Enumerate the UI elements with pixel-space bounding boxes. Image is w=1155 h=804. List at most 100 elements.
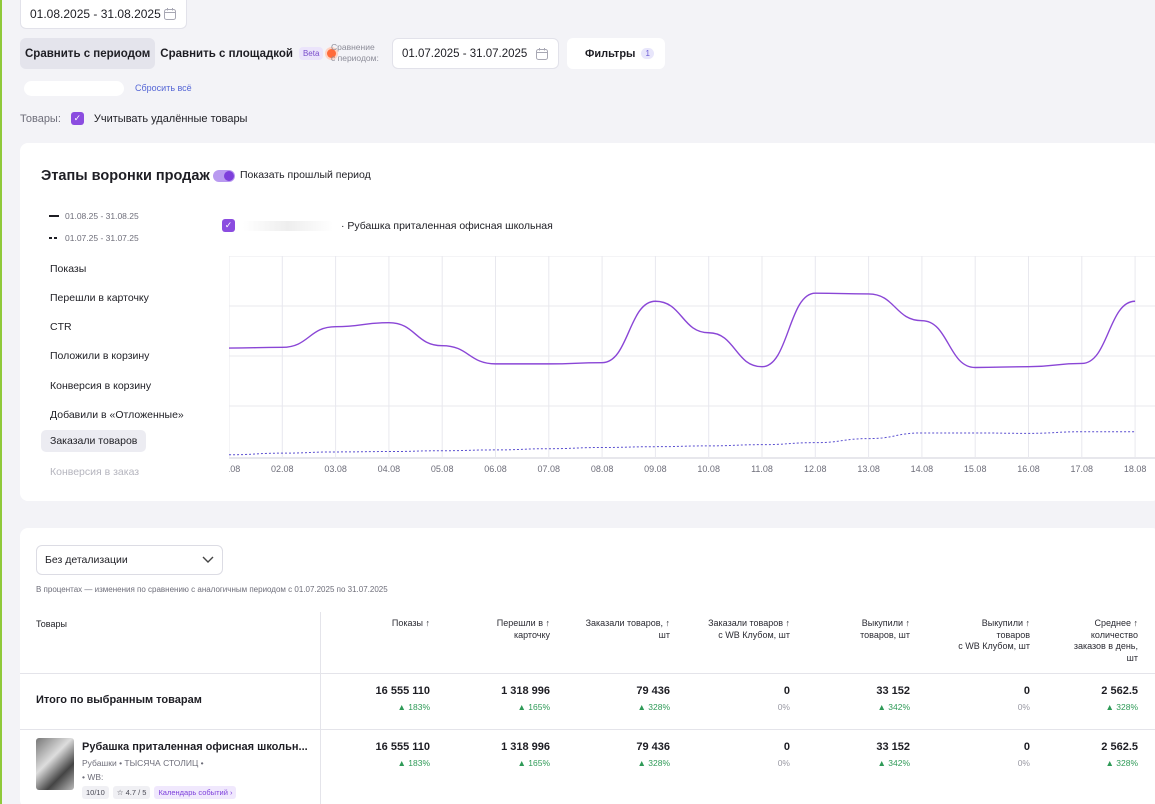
x-tick-label: 03.08 (324, 464, 347, 474)
reset-all-link[interactable]: Сбросить всё (135, 83, 192, 93)
funnel-title: Этапы воронки продаж (41, 168, 210, 184)
x-tick-label: 06.08 (484, 464, 507, 474)
product-cell-value: 16 555 110 (375, 741, 430, 753)
total-cell-value: 16 555 110 (375, 685, 430, 697)
calendar-icon (164, 8, 176, 20)
metric-orders[interactable]: Заказали товаров (41, 430, 147, 452)
series-current-line (229, 292, 1136, 369)
product-wb: • WB: (82, 772, 104, 782)
x-tick-label: 01.08 (229, 464, 240, 474)
product-legend: ✓ · Рубашка приталенная офисная школьная (222, 219, 553, 232)
x-tick-label: 09.08 (644, 464, 667, 474)
x-tick-label: 13.08 (857, 464, 880, 474)
total-cell-value: 79 436 (636, 685, 670, 697)
product-cell-change: ▲ 165% (517, 758, 550, 768)
col-header-card-visits[interactable]: Перешли в ↑ карточку (496, 618, 550, 640)
compare-label: Сравнение с периодом: (331, 42, 379, 63)
col-header-avg-orders[interactable]: Среднее ↑ количество заказов в день, шт (1073, 618, 1138, 663)
product-meta: Рубашки • ТЫСЯЧА СТОЛИЦ • (82, 758, 204, 768)
x-tick-label: 12.08 (804, 464, 827, 474)
filters-count-badge: 1 (641, 48, 654, 59)
col-header-buyouts[interactable]: Выкупили ↑ товаров, шт (860, 618, 910, 640)
product-cell-value: 0 (1023, 741, 1030, 753)
total-cell-value: 2 562.5 (1101, 685, 1138, 697)
product-legend-label: · Рубашка приталенная офисная школьная (341, 219, 553, 232)
col-header-orders[interactable]: Заказали товаров, ↑ шт (585, 618, 670, 640)
legend-previous-period: 01.07.25 - 31.07.25 (49, 233, 139, 243)
col-header-orders-wb-club[interactable]: Заказали товаров ↑ с WB Клубом, шт (708, 618, 790, 640)
filters-button[interactable]: Фильтры 1 (567, 38, 665, 69)
x-tick-label: 17.08 (1071, 464, 1094, 474)
compare-mode-switch: Сравнить с периодом Сравнить с площадкой… (20, 38, 341, 69)
header-divider (20, 673, 1155, 674)
product-cell-change: ▲ 328% (1105, 758, 1138, 768)
product-cell-value: 2 562.5 (1101, 741, 1138, 753)
goods-column-header: Товары (36, 619, 67, 629)
compare-period-button[interactable]: Сравнить с периодом (20, 38, 156, 69)
metric-wishlist[interactable]: Добавили в «Отложенные» (50, 409, 184, 421)
product-thumbnail[interactable] (36, 738, 74, 790)
total-cell-change: ▲ 165% (517, 702, 550, 712)
product-cell-value: 79 436 (636, 741, 670, 753)
x-tick-label: 15.08 (964, 464, 987, 474)
deleted-goods-label: Учитывать удалённые товары (93, 112, 248, 125)
metric-impressions[interactable]: Показы (50, 263, 87, 275)
events-calendar-tag[interactable]: Календарь событий › (154, 786, 237, 799)
show-previous-label: Показать прошлый период (240, 169, 371, 181)
total-cell-change: 0% (1017, 702, 1030, 712)
x-tick-label: 10.08 (697, 464, 720, 474)
legend-current-period: 01.08.25 - 31.08.25 (49, 211, 139, 221)
total-cell-change: ▲ 342% (877, 702, 910, 712)
deleted-goods-checkbox[interactable]: ✓ (70, 112, 84, 125)
goods-label: Товары: (20, 112, 61, 125)
total-cell-change: ▲ 328% (1105, 702, 1138, 712)
product-cell-value: 1 318 996 (501, 741, 550, 753)
metric-ctr[interactable]: CTR (50, 321, 72, 333)
comparison-note: В процентах — изменения по сравнению с а… (36, 585, 388, 594)
main-period-value: 01.08.2025 - 31.08.2025 (30, 7, 161, 21)
compare-period-value: 01.07.2025 - 31.07.2025 (402, 47, 528, 60)
rating-count-tag: 10/10 (82, 786, 109, 799)
compare-period-picker[interactable]: 01.07.2025 - 31.07.2025 (392, 38, 559, 69)
x-tick-label: 02.08 (271, 464, 294, 474)
funnel-panel: Этапы воронки продаж Показать прошлый пе… (20, 143, 1155, 501)
goods-options-row: Товары: ✓ Учитывать удалённые товары (20, 112, 247, 125)
active-filter-chip[interactable] (24, 81, 124, 96)
compare-platform-button[interactable]: Сравнить с площадкой Beta (155, 38, 341, 69)
blurred-sku (243, 220, 333, 231)
notification-dot (327, 49, 337, 58)
beta-badge: Beta (298, 47, 324, 60)
product-tags: 10/10 ☆ 4.7 / 5 Календарь событий › (82, 786, 237, 799)
x-tick-label: 11.08 (751, 464, 773, 474)
col-header-buyouts-wb-club[interactable]: Выкупили ↑ товаров с WB Клубом, шт (958, 618, 1030, 651)
x-tick-label: 04.08 (378, 464, 401, 474)
chevron-down-icon (202, 556, 214, 563)
total-cell-change: ▲ 183% (397, 702, 430, 712)
metric-add-to-cart[interactable]: Положили в корзину (50, 350, 150, 362)
dashed-line-swatch (49, 237, 59, 239)
product-checkbox[interactable]: ✓ (222, 219, 235, 232)
series-previous-line (229, 431, 1136, 456)
total-cell-value: 0 (783, 685, 790, 697)
product-cell-change: 0% (1017, 758, 1030, 768)
table-panel: Без детализации В процентах — изменения … (20, 528, 1155, 804)
total-cell-value: 1 318 996 (501, 685, 550, 697)
product-cell-change: ▲ 183% (397, 758, 430, 768)
product-cell-change: ▲ 328% (637, 758, 670, 768)
product-cell-change: 0% (777, 758, 790, 768)
product-name[interactable]: Рубашка приталенная офисная школьн... (82, 741, 308, 753)
total-cell-change: 0% (777, 702, 790, 712)
total-cell-change: ▲ 328% (637, 702, 670, 712)
detail-select[interactable]: Без детализации (36, 545, 223, 575)
metric-cart-conversion[interactable]: Конверсия в корзину (50, 380, 152, 392)
total-cell-value: 0 (1023, 685, 1030, 697)
metric-order-conversion[interactable]: Конверсия в заказ (50, 466, 140, 478)
product-cell-value: 33 152 (876, 741, 910, 753)
show-previous-toggle[interactable] (213, 170, 235, 182)
x-tick-label: 08.08 (591, 464, 614, 474)
left-accent-bar (0, 0, 2, 804)
funnel-line-chart: 01.08 02.08 03.08 04.08 05.08 06.08 07.08 08.08… (229, 256, 1155, 474)
metric-card-visits[interactable]: Перешли в карточку (50, 292, 149, 304)
col-header-impressions[interactable]: Показы ↑ (391, 618, 430, 628)
main-period-picker[interactable]: 01.08.2025 - 31.08.2025 (20, 0, 187, 29)
